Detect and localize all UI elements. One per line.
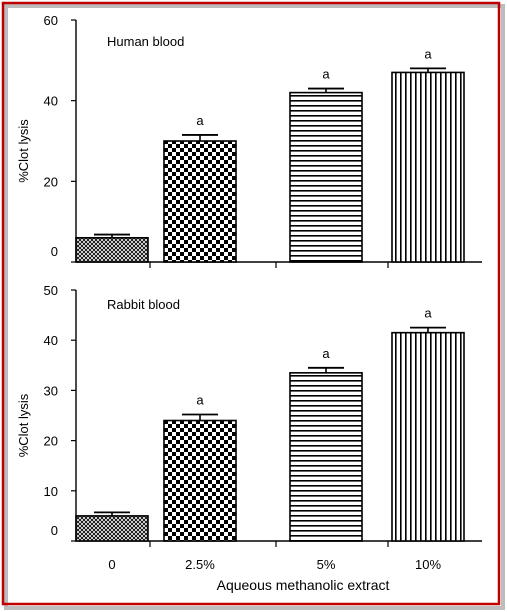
- rabbit-significance-2-5: a: [196, 392, 204, 407]
- rabbit-y-tick-label: 40: [44, 333, 58, 348]
- human-significance-10: a: [424, 46, 432, 61]
- x-category-0: 0: [108, 557, 115, 572]
- human-significance-5: a: [322, 67, 330, 82]
- rabbit-blood-panel: 0 10 20 30 40 50 %Clot lysis Rabbit blood a a a: [16, 283, 482, 547]
- human-y-axis-label: %Clot lysis: [16, 119, 31, 183]
- human-blood-panel: 0 20 40 60 %Clot lysis Human blood a a a: [16, 13, 482, 268]
- human-bar-0: [75, 237, 149, 263]
- rabbit-y-tick-label: 20: [44, 434, 58, 449]
- rabbit-bar-2-5: [163, 419, 237, 542]
- human-y-tick-label: 0: [51, 244, 58, 259]
- human-y-tick-label: 60: [44, 13, 58, 28]
- rabbit-bar-0: [75, 515, 149, 542]
- x-category-10: 10%: [415, 557, 441, 572]
- human-significance-2-5: a: [196, 113, 204, 128]
- figure-border: [1, 1, 501, 606]
- border-shadow: [4, 4, 505, 610]
- rabbit-significance-10: a: [424, 306, 432, 321]
- rabbit-bar-5: [289, 372, 363, 542]
- rabbit-y-axis-label: %Clot lysis: [16, 393, 31, 457]
- human-y-tick-label: 20: [44, 174, 58, 189]
- human-bar-2-5: [163, 140, 237, 263]
- rabbit-significance-5: a: [322, 346, 330, 361]
- x-category-2-5: 2.5%: [185, 557, 215, 572]
- human-y-tick-label: 40: [44, 94, 58, 109]
- rabbit-bar-10: [391, 331, 465, 542]
- rabbit-y-tick-label: 0: [51, 523, 58, 538]
- human-panel-title: Human blood: [107, 34, 184, 49]
- human-bar-5: [289, 91, 363, 263]
- rabbit-panel-title: Rabbit blood: [107, 297, 180, 312]
- rabbit-y-tick-label: 10: [44, 484, 58, 499]
- x-axis-label: Aqueous methanolic extract: [217, 577, 390, 593]
- rabbit-y-tick-label: 50: [44, 283, 58, 298]
- human-bar-10: [391, 71, 465, 263]
- x-category-labels: 0 2.5% 5% 10%: [108, 557, 441, 572]
- x-category-5: 5%: [317, 557, 336, 572]
- rabbit-y-tick-label: 30: [44, 383, 58, 398]
